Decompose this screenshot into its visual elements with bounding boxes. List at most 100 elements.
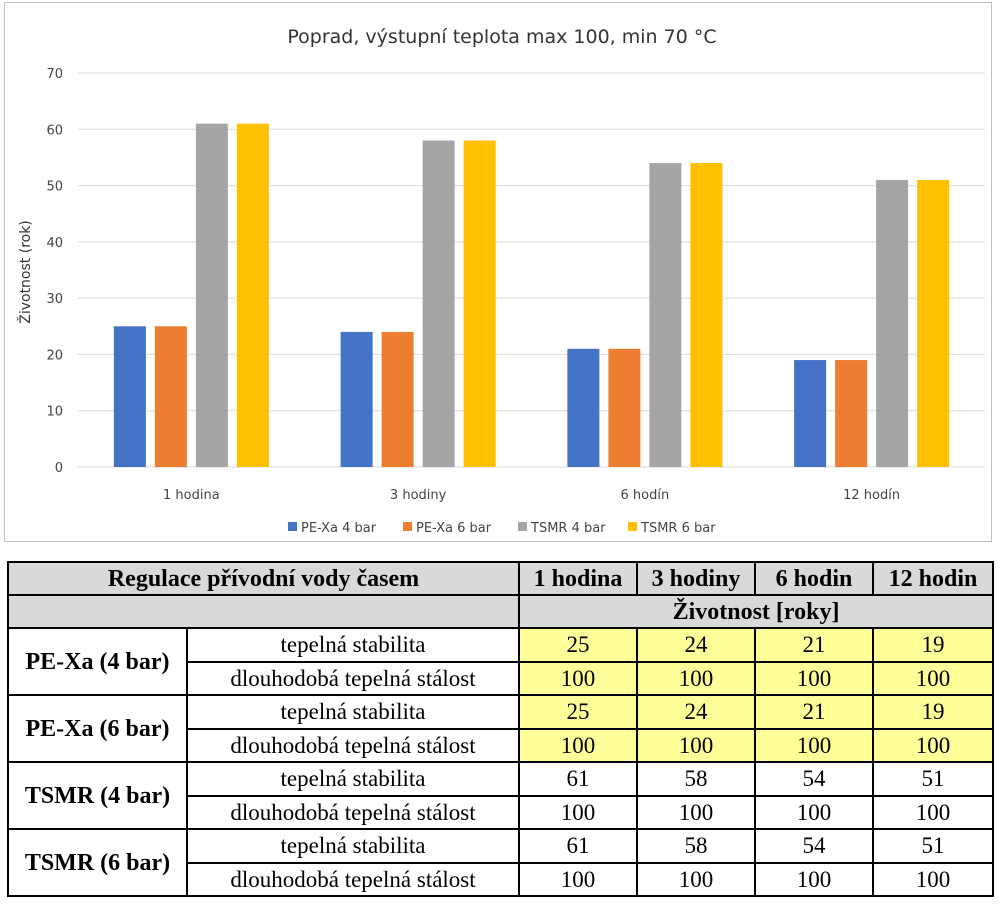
row-label: dlouhodobá tepelná stálost bbox=[185, 861, 521, 897]
bar bbox=[113, 326, 146, 467]
column-header: 12 hodin bbox=[872, 561, 995, 596]
bar bbox=[567, 348, 600, 467]
legend-swatch bbox=[518, 522, 527, 531]
bar bbox=[794, 360, 827, 467]
chart-title: Poprad, výstupní teplota max 100, min 70… bbox=[287, 26, 716, 48]
bar bbox=[608, 348, 641, 467]
value-cell: 100 bbox=[754, 727, 875, 763]
y-tick-label: 20 bbox=[46, 348, 63, 363]
legend-swatch bbox=[628, 522, 637, 531]
table-subheader-row: Životnost [roky] bbox=[6, 594, 995, 629]
blank-header-cell bbox=[6, 594, 521, 629]
value-cell: 24 bbox=[636, 627, 757, 663]
chart-legend: PE-Xa 4 bar PE-Xa 6 bar TSMR 4 bar TSMR 6 b… bbox=[288, 521, 716, 536]
column-header: 6 hodin bbox=[754, 561, 875, 596]
legend-swatch bbox=[288, 522, 297, 531]
table-row: dlouhodobá tepelná stálost 100 100 100 100 bbox=[8, 727, 995, 763]
value-cell: 100 bbox=[872, 861, 995, 897]
y-tick-label: 60 bbox=[46, 123, 63, 138]
chart-panel: 0 10 20 30 40 50 60 70 1 hodina 3 hodiny 6 hodín 12… bbox=[4, 2, 992, 542]
bar bbox=[422, 140, 455, 468]
legend-label: PE-Xa 6 bar bbox=[416, 521, 492, 536]
group-label: PE-Xa (6 bar) bbox=[7, 694, 188, 763]
bar bbox=[381, 331, 414, 467]
legend-label: TSMR 4 bar bbox=[530, 521, 606, 536]
table-row: PE-Xa (6 bar) tepelná stabilita 25 24 21 19 bbox=[7, 694, 995, 763]
table-row: TSMR (6 bar) tepelná stabilita 61 58 54 51 bbox=[7, 828, 995, 897]
value-cell: 19 bbox=[872, 694, 995, 730]
group-label: TSMR (6 bar) bbox=[7, 828, 188, 897]
table-row: dlouhodobá tepelná stálost 100 100 100 100 bbox=[8, 794, 995, 830]
y-tick-label: 0 bbox=[55, 461, 63, 476]
row-label: dlouhodobá tepelná stálost bbox=[185, 794, 521, 830]
column-header: 1 hodina bbox=[518, 561, 639, 596]
row-label: dlouhodobá tepelná stálost bbox=[185, 660, 521, 696]
bar bbox=[463, 140, 496, 468]
bar-chart: 0 10 20 30 40 50 60 70 1 hodina 3 hodiny 6 hodín 12… bbox=[16, 26, 985, 536]
value-cell: 61 bbox=[518, 761, 639, 797]
row-label: tepelná stabilita bbox=[185, 694, 521, 730]
bar bbox=[340, 331, 373, 467]
y-axis-label: Životnost (rok) bbox=[16, 220, 34, 324]
value-cell: 21 bbox=[754, 694, 875, 730]
table-header-row: Regulace přívodní vody časem 1 hodina 3 ho… bbox=[6, 561, 995, 596]
bar bbox=[690, 163, 723, 468]
bar bbox=[876, 179, 909, 467]
x-tick-label: 1 hodina bbox=[163, 488, 220, 503]
row-label: tepelná stabilita bbox=[185, 828, 521, 864]
value-cell: 100 bbox=[518, 727, 639, 763]
value-cell: 100 bbox=[636, 727, 757, 763]
y-tick-label: 30 bbox=[46, 292, 63, 307]
value-cell: 19 bbox=[872, 627, 995, 663]
value-cell: 51 bbox=[872, 828, 995, 864]
y-tick-label: 10 bbox=[46, 405, 63, 420]
x-tick-label: 12 hodín bbox=[843, 488, 900, 503]
legend-swatch bbox=[403, 522, 412, 531]
y-tick-label: 40 bbox=[46, 236, 63, 251]
row-label: tepelná stabilita bbox=[185, 761, 521, 797]
lifetime-table: Regulace přívodní vody časem 1 hodina 3 ho… bbox=[6, 561, 995, 897]
value-cell: 100 bbox=[872, 794, 995, 830]
y-tick-label: 50 bbox=[46, 180, 63, 195]
value-cell: 100 bbox=[754, 861, 875, 897]
value-cell: 51 bbox=[872, 761, 995, 797]
table-row: TSMR (4 bar) tepelná stabilita 61 58 54 51 bbox=[7, 761, 995, 830]
value-cell: 25 bbox=[518, 627, 639, 663]
value-cell: 100 bbox=[518, 660, 639, 696]
bar bbox=[917, 179, 950, 467]
table-row: dlouhodobá tepelná stálost 100 100 100 100 bbox=[8, 660, 995, 696]
legend-label: PE-Xa 4 bar bbox=[301, 521, 377, 536]
value-cell: 100 bbox=[518, 794, 639, 830]
value-cell: 100 bbox=[518, 861, 639, 897]
value-cell: 100 bbox=[872, 727, 995, 763]
group-label: PE-Xa (4 bar) bbox=[7, 627, 188, 696]
bar bbox=[195, 123, 228, 468]
row-label: dlouhodobá tepelná stálost bbox=[185, 727, 521, 763]
value-cell: 100 bbox=[754, 794, 875, 830]
x-tick-label: 3 hodiny bbox=[390, 488, 447, 503]
value-cell: 61 bbox=[518, 828, 639, 864]
table-row: dlouhodobá tepelná stálost 100 100 100 100 bbox=[8, 861, 995, 897]
bar bbox=[154, 326, 187, 467]
value-cell: 100 bbox=[872, 660, 995, 696]
value-cell: 100 bbox=[754, 660, 875, 696]
value-cell: 54 bbox=[754, 828, 875, 864]
group-label: TSMR (4 bar) bbox=[7, 761, 188, 830]
value-cell: 58 bbox=[636, 761, 757, 797]
table-title: Regulace přívodní vody časem bbox=[6, 561, 521, 596]
value-cell: 58 bbox=[636, 828, 757, 864]
value-cell: 100 bbox=[636, 660, 757, 696]
bar bbox=[835, 360, 868, 467]
row-label: tepelná stabilita bbox=[185, 627, 521, 663]
bar bbox=[649, 163, 682, 468]
value-cell: 24 bbox=[636, 694, 757, 730]
y-tick-label: 70 bbox=[46, 67, 63, 82]
value-cell: 25 bbox=[518, 694, 639, 730]
value-cell: 54 bbox=[754, 761, 875, 797]
x-tick-label: 6 hodín bbox=[621, 488, 670, 503]
value-cell: 100 bbox=[636, 794, 757, 830]
unit-header: Životnost [roky] bbox=[518, 594, 995, 629]
table-row: PE-Xa (4 bar) tepelná stabilita 25 24 21 19 bbox=[7, 627, 995, 696]
legend-label: TSMR 6 bar bbox=[640, 521, 716, 536]
bar bbox=[236, 123, 269, 468]
